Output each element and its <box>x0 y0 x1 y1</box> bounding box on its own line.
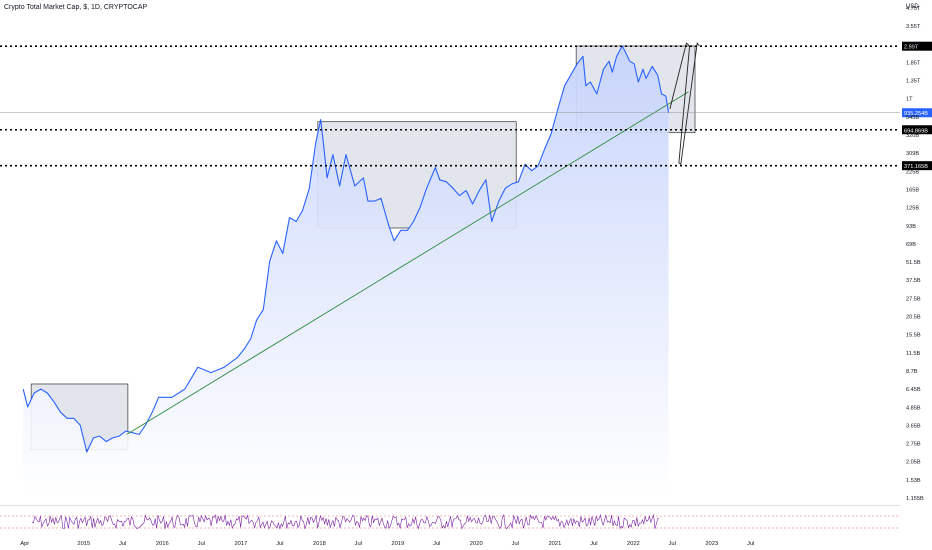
price-badge-3 <box>902 125 932 135</box>
y-tick-label: 1.35T <box>906 79 921 85</box>
y-tick-label: 309B <box>906 151 919 157</box>
price-badge-label-4: 371.165B <box>904 164 928 170</box>
chart-title: Crypto Total Market Cap, $, 1D, CRYPTOCA… <box>4 4 148 11</box>
x-tick-label: Jul <box>276 541 283 547</box>
y-tick-label: 8.7B <box>906 369 918 375</box>
y-tick-label: 1.155B <box>906 496 924 502</box>
y-tick-label: 1T <box>906 97 913 103</box>
x-tick-label: 2015 <box>77 541 90 547</box>
trendline[interactable] <box>126 91 689 435</box>
y-tick-label: 4.85B <box>906 405 921 411</box>
y-tick-label: 320B <box>906 133 919 139</box>
y-tick-label: 3.55T <box>906 24 921 30</box>
y-tick-label: 165B <box>906 187 919 193</box>
y-tick-label: 69B <box>906 242 916 248</box>
x-tick-label: Jul <box>198 541 205 547</box>
currency-label: USD <box>906 4 919 10</box>
y-tick-label: 20.5B <box>906 315 921 321</box>
x-tick-label: 2022 <box>627 541 640 547</box>
y-tick-label: 93B <box>906 224 916 230</box>
x-tick-label: 2016 <box>156 541 169 547</box>
y-tick-label: 6.45B <box>906 387 921 393</box>
y-tick-label: 11.5B <box>906 351 920 357</box>
y-tick-label: 1.53B <box>906 478 921 484</box>
projection-path[interactable] <box>669 42 700 166</box>
x-tick-label: Jul <box>590 541 597 547</box>
y-tick-label: 4.75T <box>906 6 921 12</box>
y-tick-label: 125B <box>906 206 919 212</box>
oscillator-line <box>31 513 660 530</box>
x-tick-label: 2020 <box>470 541 483 547</box>
price-area-fill <box>23 46 669 500</box>
y-tick-label: 51.5B <box>906 260 921 266</box>
x-tick-label: Jul <box>747 541 754 547</box>
x-tick-label: Jul <box>512 541 519 547</box>
x-tick-label: Jul <box>355 541 362 547</box>
price-badge-4 <box>902 161 932 171</box>
price-badge-label-3: 694.869B <box>904 128 928 134</box>
x-tick-label: Apr <box>20 541 29 547</box>
x-tick-label: Jul <box>669 541 676 547</box>
y-tick-label: 2.55T <box>906 42 921 48</box>
x-tick-label: Jul <box>433 541 440 547</box>
price-badge-label-2: 935.254B <box>904 111 928 117</box>
x-tick-label: 2021 <box>548 541 561 547</box>
x-tick-label: 2019 <box>391 541 404 547</box>
price-badge-2 <box>902 108 932 118</box>
x-tick-label: 2017 <box>234 541 247 547</box>
y-tick-label: 37.5B <box>906 278 921 284</box>
y-tick-label: 15.5B <box>906 333 921 339</box>
price-badge-1 <box>902 41 932 51</box>
y-tick-label: 3.65B <box>906 423 921 429</box>
x-tick-label: 2023 <box>705 541 718 547</box>
y-tick-label: 545B <box>906 115 919 121</box>
x-tick-label: Jul <box>119 541 126 547</box>
y-tick-label: 2.05B <box>906 460 921 466</box>
price-badge-label-1: 2.99T <box>904 45 919 51</box>
y-tick-label: 1.85T <box>906 60 921 66</box>
x-tick-label: 2018 <box>313 541 326 547</box>
y-tick-label: 2.75B <box>906 442 921 448</box>
y-tick-label: 27.5B <box>906 296 921 302</box>
y-tick-label: 225B <box>906 169 919 175</box>
